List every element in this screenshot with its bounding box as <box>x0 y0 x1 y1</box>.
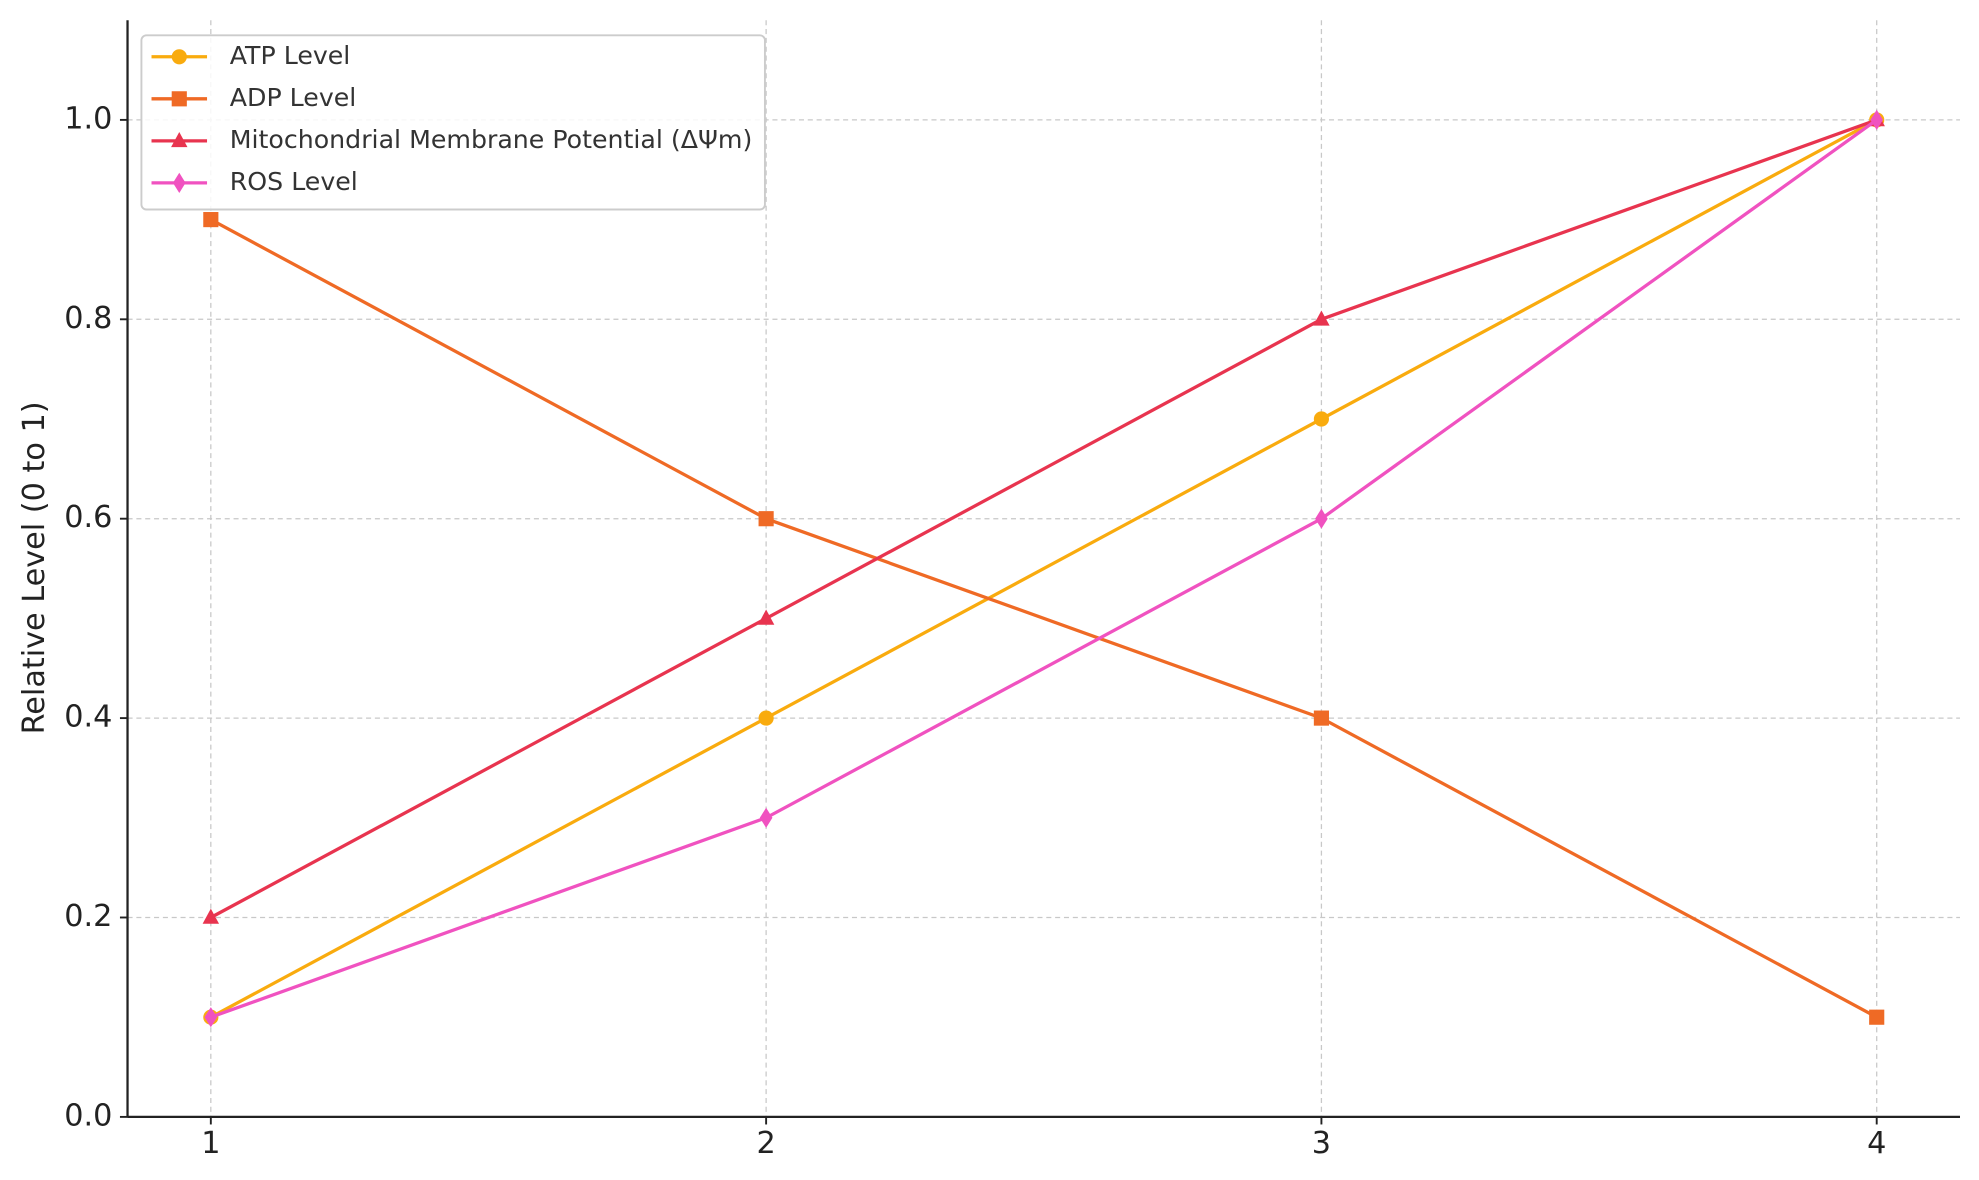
marker <box>1870 109 1884 130</box>
marker <box>171 132 188 148</box>
marker <box>203 212 219 228</box>
legend-label: ROS Level <box>230 167 358 196</box>
y-tick-label: 1.0 <box>64 101 112 136</box>
x-tick-label: 1 <box>201 1126 220 1161</box>
y-axis-label: Relative Level (0 to 1) <box>17 401 52 734</box>
x-tick-label: 3 <box>1312 1126 1331 1161</box>
legend-label: ADP Level <box>230 83 357 112</box>
series-line <box>210 118 1878 919</box>
legend-box <box>140 34 766 211</box>
y-tick-label: 0.2 <box>64 899 112 934</box>
marker <box>757 609 775 625</box>
marker <box>759 807 773 828</box>
marker <box>1313 411 1329 427</box>
y-tick-label: 0.4 <box>64 700 112 735</box>
y-tick-label: 0.8 <box>64 301 112 336</box>
marker <box>202 908 220 924</box>
marker <box>758 710 774 726</box>
y-tick-label: 0.0 <box>64 1098 112 1133</box>
series-line <box>210 118 1878 1019</box>
marker <box>1315 508 1328 529</box>
marker <box>171 91 187 107</box>
marker <box>172 172 186 193</box>
y-tick-label: 0.6 <box>64 500 112 535</box>
marker <box>1313 310 1330 326</box>
legend: ATP Level ADP Level Mitochondrial Membrane… <box>140 34 766 211</box>
series-line <box>210 218 1878 1019</box>
x-tick-label: 4 <box>1867 1126 1886 1161</box>
marker <box>758 511 774 527</box>
legend-label: ATP Level <box>230 41 351 70</box>
series-line <box>210 118 1878 1019</box>
marker <box>1313 710 1329 726</box>
marker <box>1869 1009 1885 1025</box>
legend-label: Mitochondrial Membrane Potential (ΔΨm) <box>230 125 753 154</box>
marker <box>171 49 187 65</box>
x-tick-label: 2 <box>756 1126 775 1161</box>
marker <box>204 1007 218 1028</box>
